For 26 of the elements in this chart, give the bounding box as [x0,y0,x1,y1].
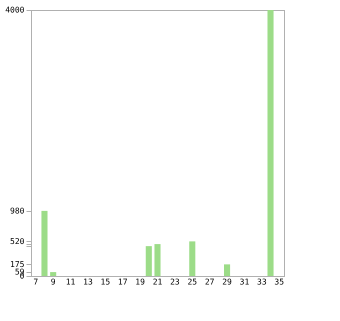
x-tick-label: 11 [66,278,76,286]
x-tick-label: 29 [222,278,232,286]
x-tick-label: 15 [100,278,110,286]
bar [146,246,152,276]
x-tick-label: 19 [135,278,146,286]
y-tick-label: 520 [10,236,25,246]
y-tick-label: 4000 [5,6,25,14]
y-tick-label: 175 [10,260,25,269]
x-tick-label: 35 [274,278,284,286]
x-tick-label: 27 [204,278,215,286]
bar [189,241,196,276]
x-tick-label: 31 [240,278,250,286]
x-tick-label: 17 [118,278,128,286]
x-tick-label: 7 [33,278,38,286]
bar [224,264,230,276]
y-tick-label: 980 [10,206,25,216]
x-tick-label: 33 [257,278,267,286]
x-tick-label: 9 [50,278,56,286]
bar [267,10,274,276]
x-tick-label: 25 [187,278,198,286]
x-tick-label: 13 [83,278,93,286]
bar [154,244,161,276]
x-tick-label: 23 [170,278,180,286]
bar [50,272,56,276]
x-tick-label: 21 [152,278,162,286]
bar [41,210,48,276]
